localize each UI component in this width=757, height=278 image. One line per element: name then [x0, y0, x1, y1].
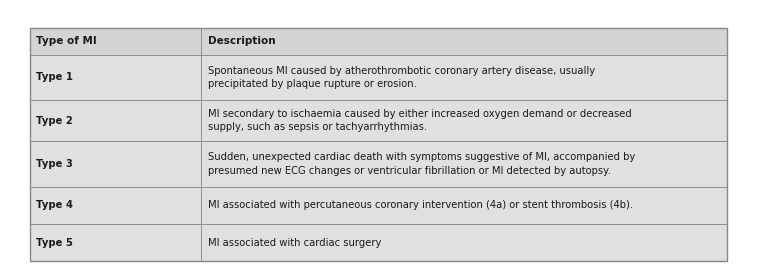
- Text: MI secondary to ischaemia caused by either increased oxygen demand or decreased
: MI secondary to ischaemia caused by eith…: [208, 109, 632, 132]
- Bar: [30, 28, 727, 261]
- Bar: [201, 187, 727, 224]
- Text: Type of MI: Type of MI: [36, 36, 97, 46]
- Text: Spontaneous MI caused by atherothrombotic coronary artery disease, usually
preci: Spontaneous MI caused by atherothromboti…: [208, 66, 596, 89]
- Text: Type 4: Type 4: [36, 200, 73, 210]
- Text: Type 2: Type 2: [36, 116, 73, 126]
- Bar: [201, 141, 727, 187]
- Bar: [30, 100, 201, 141]
- Text: Sudden, unexpected cardiac death with symptoms suggestive of MI, accompanied by
: Sudden, unexpected cardiac death with sy…: [208, 152, 636, 176]
- Bar: [201, 100, 727, 141]
- Bar: [201, 55, 727, 100]
- Text: Description: Description: [208, 36, 276, 46]
- Bar: [201, 224, 727, 261]
- Text: Type 3: Type 3: [36, 159, 73, 169]
- Text: MI associated with cardiac surgery: MI associated with cardiac surgery: [208, 238, 382, 248]
- Bar: [30, 224, 201, 261]
- Bar: [30, 28, 201, 55]
- Text: MI associated with percutaneous coronary intervention (4a) or stent thrombosis (: MI associated with percutaneous coronary…: [208, 200, 634, 210]
- Text: Type 5: Type 5: [36, 238, 73, 248]
- Bar: [201, 28, 727, 55]
- Bar: [30, 55, 201, 100]
- Bar: [30, 187, 201, 224]
- Bar: [30, 141, 201, 187]
- Text: Type 1: Type 1: [36, 73, 73, 82]
